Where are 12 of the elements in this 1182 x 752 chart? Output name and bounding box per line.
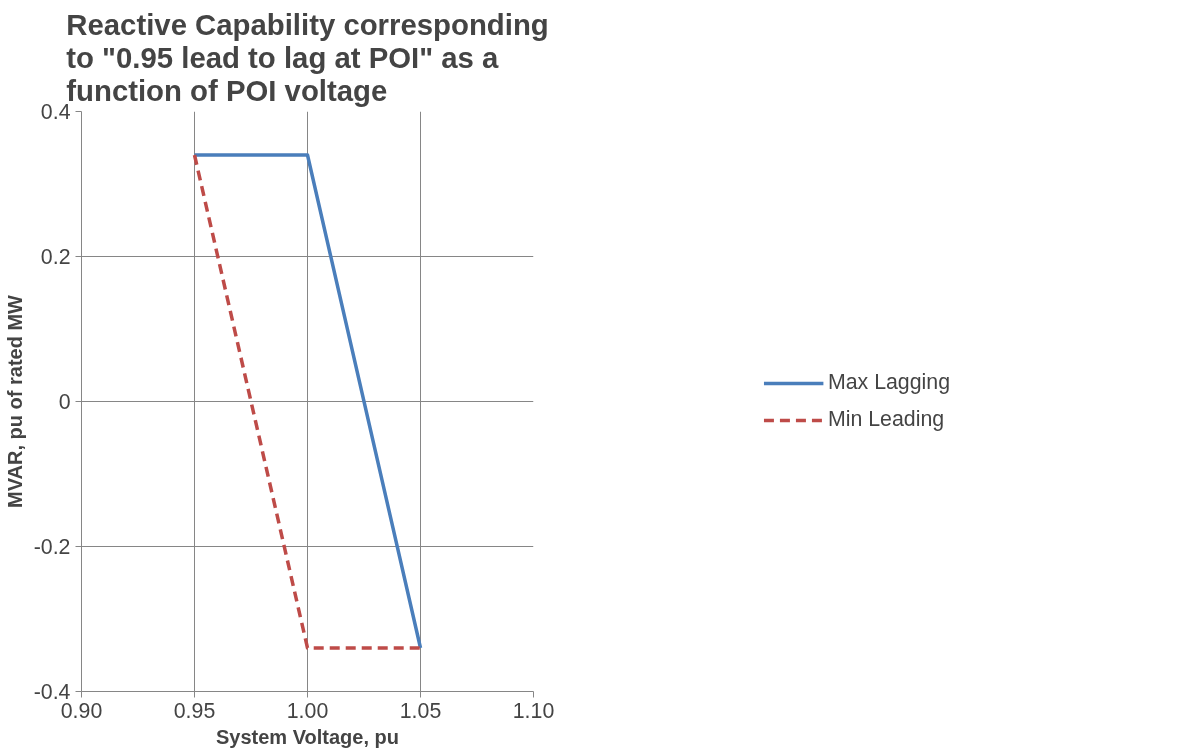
legend-label: Max Lagging — [827, 370, 951, 395]
x-axis-title: System Voltage, pu — [216, 725, 400, 748]
x-tick-label: 1.00 — [286, 698, 329, 723]
y-axis-title: MVAR, pu of rated MW — [3, 294, 26, 508]
x-tick-label: 1.05 — [399, 698, 442, 723]
x-tick-label: 0.95 — [173, 698, 216, 723]
x-tick-label: 1.10 — [512, 698, 555, 723]
y-tick-label: -0.2 — [33, 535, 71, 559]
legend-label: Min Leading — [827, 407, 945, 432]
y-tick-label: 0.2 — [40, 245, 71, 269]
y-tick-label: 0 — [58, 390, 71, 414]
y-tick-label: 0.4 — [40, 100, 71, 124]
